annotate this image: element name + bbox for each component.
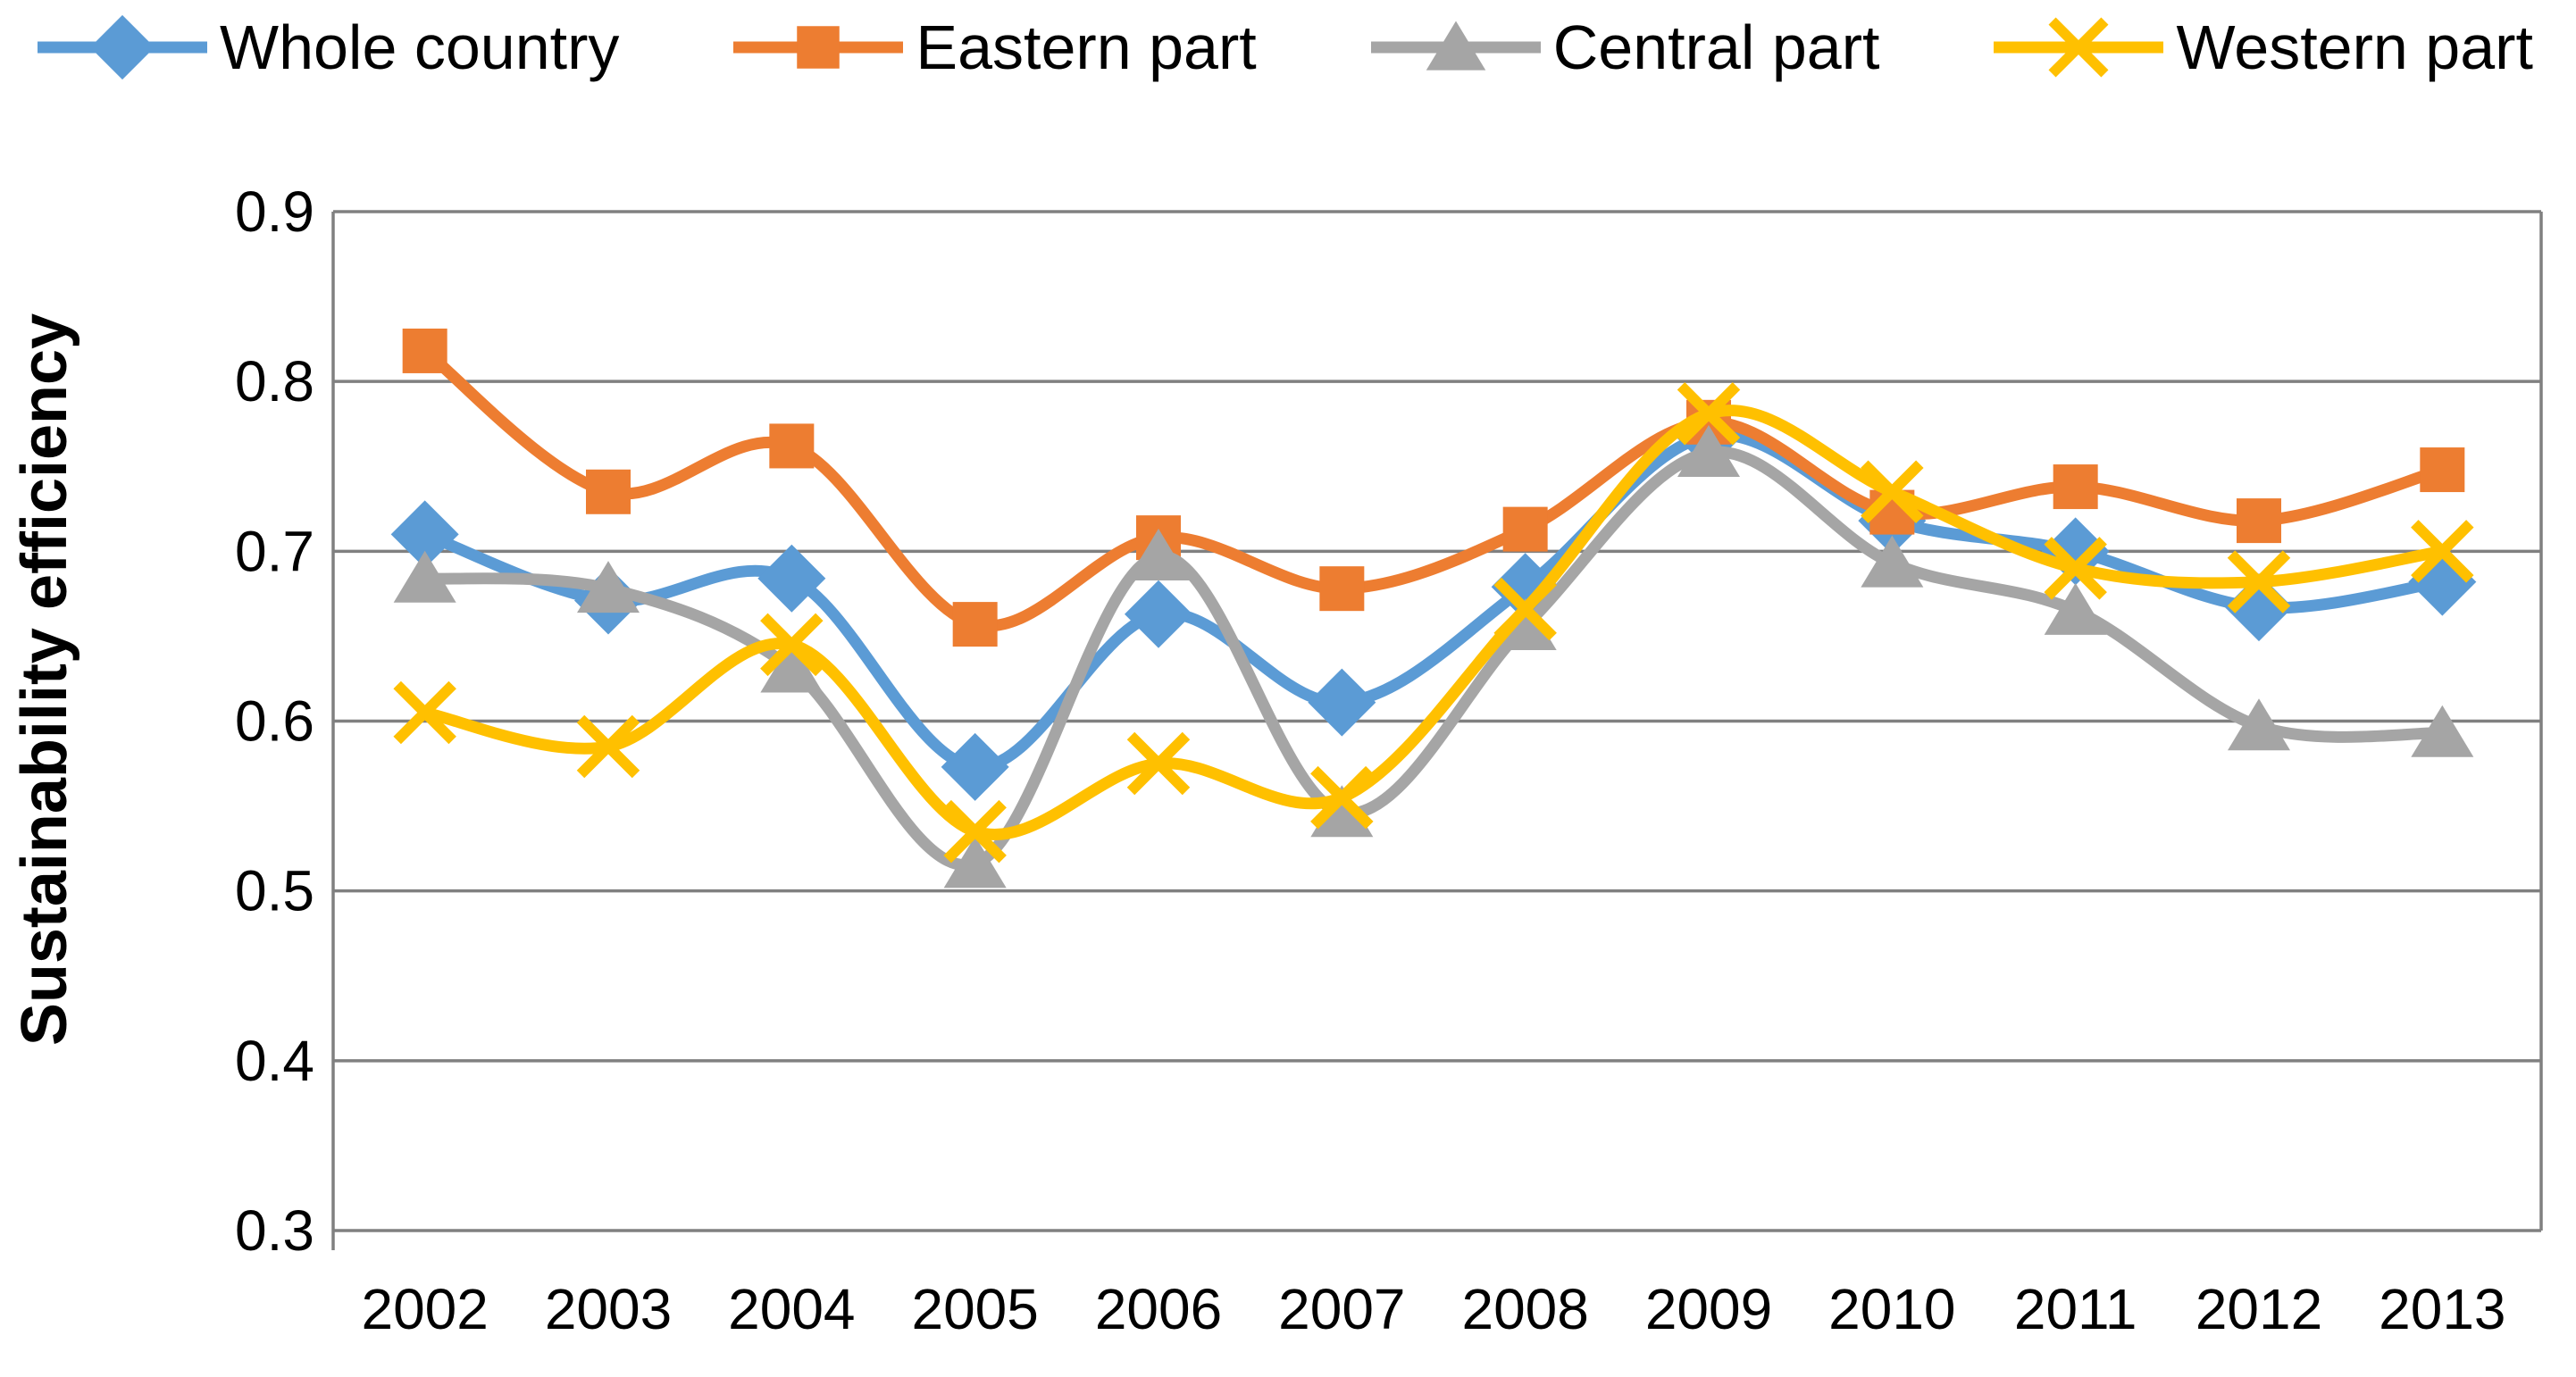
y-tick-label: 0.3 [235,1198,314,1263]
x-tick-label: 2006 [1095,1277,1222,1341]
x-marker-icon [2048,17,2109,77]
x-tick-label: 2012 [2195,1277,2322,1341]
diamond-marker-icon [1308,668,1376,737]
triangle-marker-icon [1127,529,1190,581]
triangle-marker-icon [1370,21,1541,71]
x-marker-icon [1493,577,1557,641]
series-central-part [393,425,2474,889]
square-marker-icon [1319,566,1365,612]
x-marker-icon [2227,550,2291,613]
legend-label: Central part [1552,12,1880,82]
x-marker-icon [576,714,640,779]
triangle-marker-icon [2228,698,2290,751]
triangle-marker-icon [2044,582,2107,635]
square-marker-icon [952,602,998,647]
triangle-marker-icon [1677,425,1740,478]
triangle-marker-icon [1493,598,1557,651]
x-tick-label: 2005 [911,1277,1038,1341]
legend-item-central-part: Central part [1370,12,1880,83]
square-marker-icon [769,423,815,469]
triangle-marker-icon [393,550,456,603]
square-marker-icon [733,25,904,69]
series-eastern-part [402,328,2465,647]
y-tick-label: 0.7 [235,519,314,583]
triangle-marker-icon [943,836,1007,889]
x-tick-label: 2013 [2379,1277,2505,1341]
x-marker-icon [2411,520,2474,583]
x-tick-label: 2003 [545,1277,672,1341]
square-marker-icon [2237,498,2281,544]
triangle-marker-icon [1310,785,1374,838]
legend-label: Whole country [220,12,620,82]
diamond-marker-icon [390,500,459,569]
diamond-marker-icon [38,14,207,79]
x-tick-label: 2004 [728,1277,855,1341]
series-western-part [393,382,2474,864]
x-marker-icon [2044,537,2107,600]
series-line [419,405,2448,840]
legend-label: Eastern part [916,12,1257,82]
x-tick-label: 2002 [361,1277,488,1341]
x-marker-icon [1126,731,1191,796]
square-marker-icon [1502,506,1548,552]
x-axis-tick-labels: 2002 2003 2004 2005 2006 2007 2008 2009 2010 2011… [361,1277,2505,1341]
diamond-marker-icon [757,544,826,613]
x-marker-icon [1861,460,1924,524]
legend-item-whole-country: Whole country [38,12,619,83]
triangle-marker-icon [577,561,640,613]
square-marker-icon [402,328,447,373]
x-marker-icon [1677,382,1741,446]
square-marker-icon [2420,447,2465,493]
diamond-marker-icon [941,732,1009,801]
legend: Whole country Eastern part Central part … [0,0,2576,94]
x-tick-label: 2011 [2014,1277,2137,1341]
y-axis-tick-labels: 0.3 0.4 0.5 0.6 0.7 0.8 0.9 [235,179,314,1263]
x-tick-label: 2008 [1461,1277,1588,1341]
x-tick-label: 2009 [1645,1277,1772,1341]
gridlines [331,210,2543,1250]
y-tick-label: 0.9 [235,179,314,244]
x-tick-label: 2007 [1278,1277,1405,1341]
y-tick-label: 0.4 [235,1029,314,1093]
x-marker-icon [1994,17,2164,77]
x-marker-icon [1310,765,1374,830]
y-tick-label: 0.6 [235,689,314,754]
diamond-marker-icon [2225,573,2293,642]
y-tick-label: 0.8 [235,349,314,413]
legend-item-western-part: Western part [1994,12,2533,83]
x-marker-icon [943,799,1007,864]
square-marker-icon [2053,464,2098,510]
square-marker-icon [797,25,841,69]
triangle-marker-icon [1861,535,1924,588]
triangle-marker-icon [760,640,824,693]
x-tick-label: 2010 [1828,1277,1955,1341]
y-tick-label: 0.5 [235,859,314,923]
x-marker-icon [760,613,824,677]
triangle-marker-icon [1426,21,1485,71]
x-marker-icon [393,680,456,745]
diamond-marker-icon [1125,580,1192,648]
legend-item-eastern-part: Eastern part [733,12,1257,83]
legend-label: Western part [2176,12,2533,82]
square-marker-icon [586,469,631,514]
triangle-marker-icon [2411,705,2474,757]
